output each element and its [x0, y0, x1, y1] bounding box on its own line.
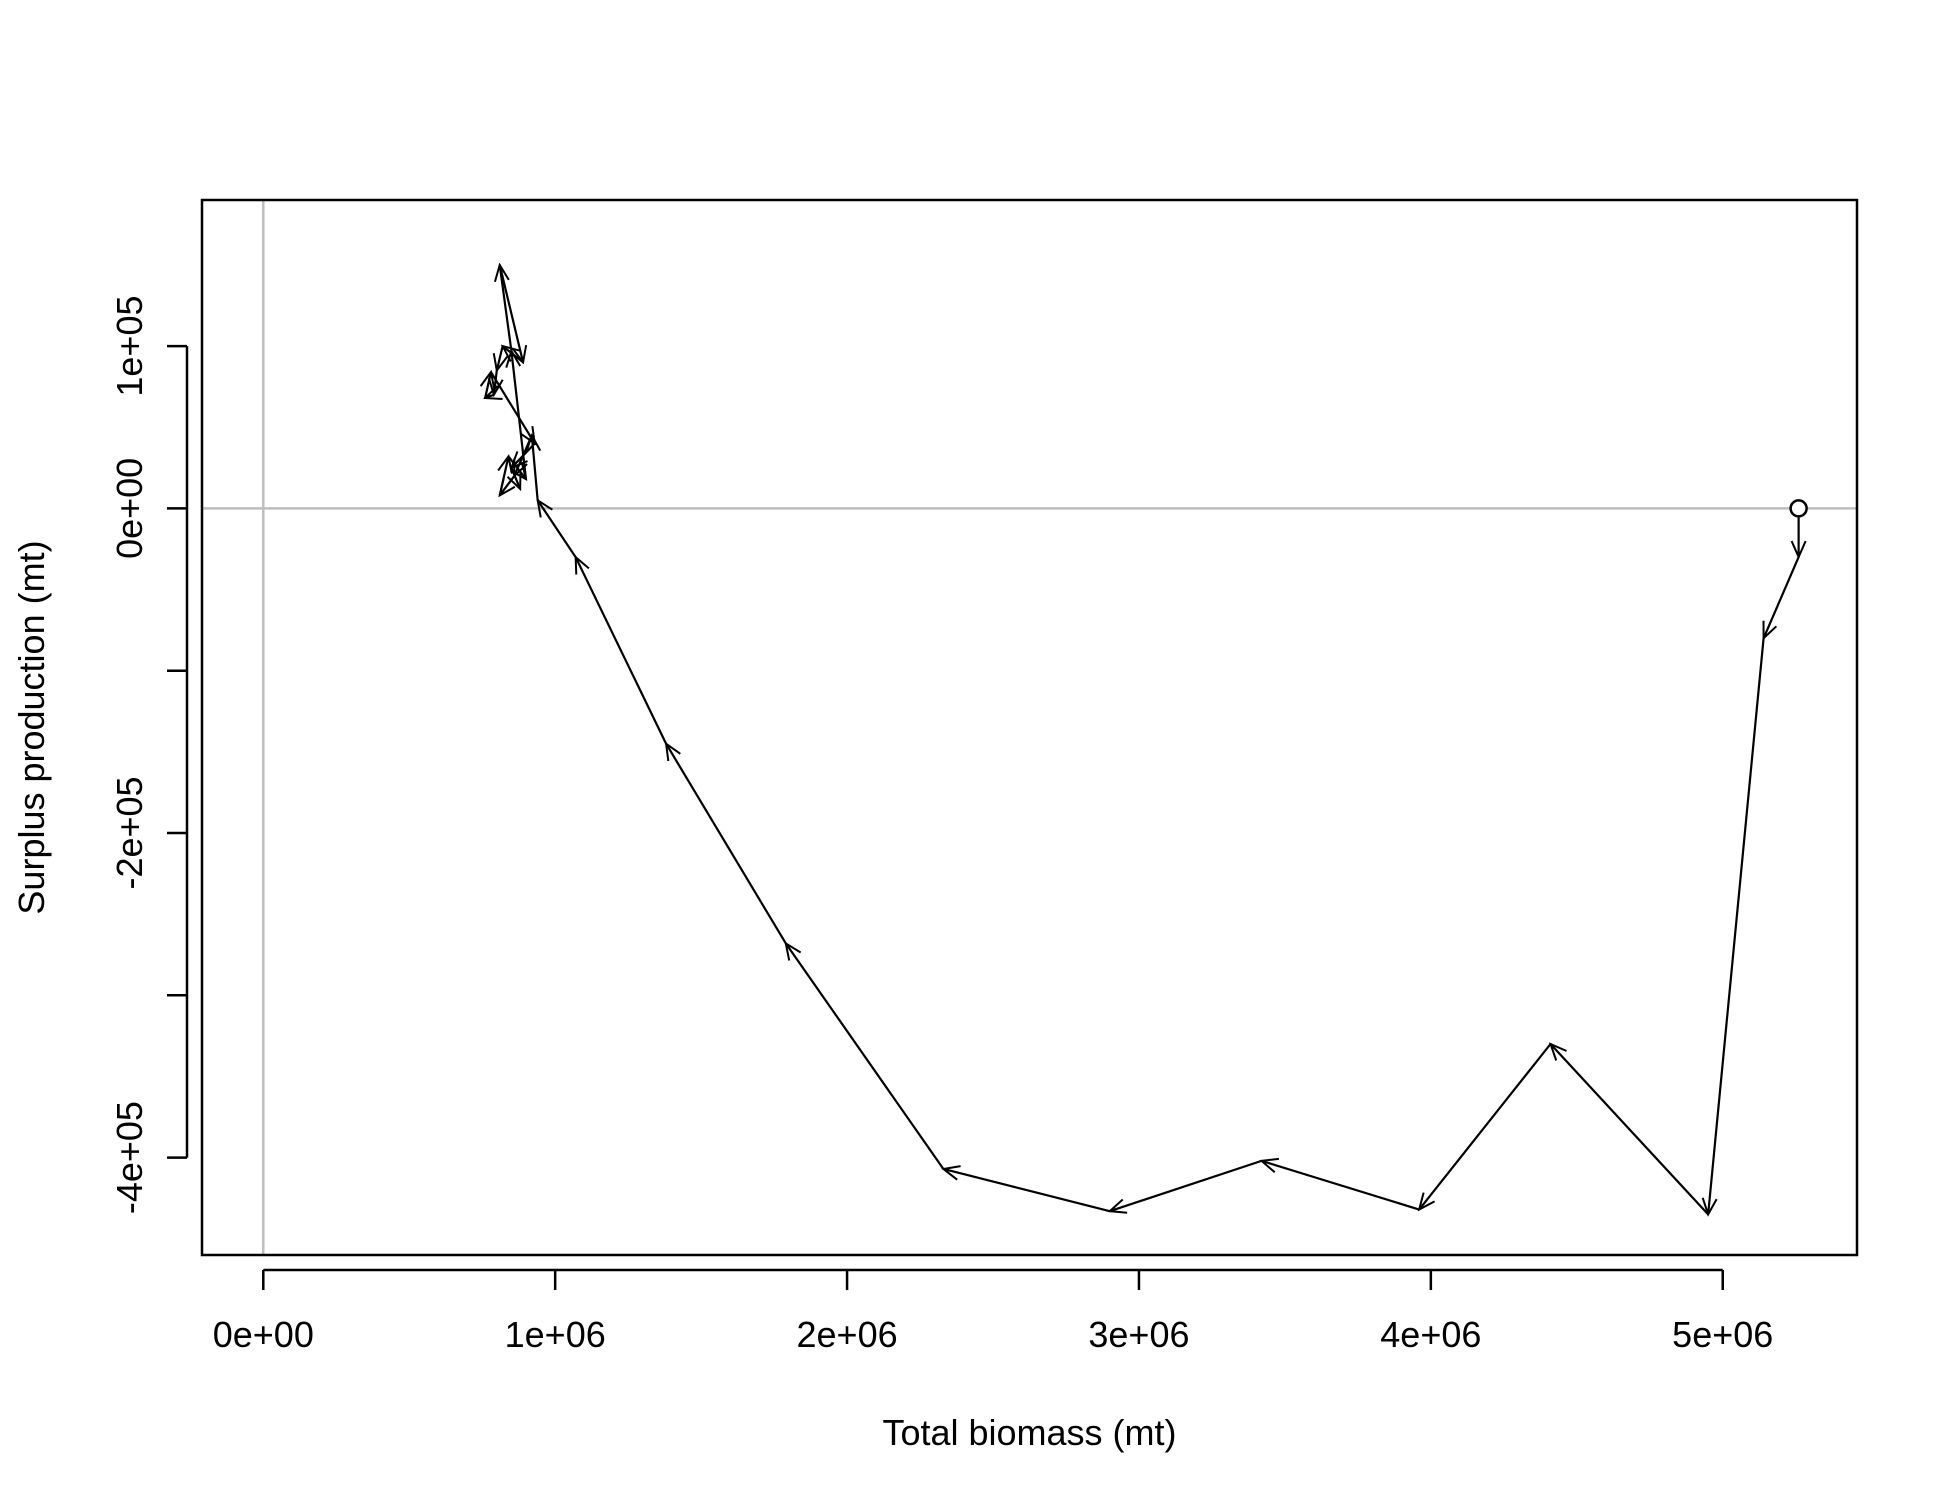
y-tick-label: 0e+00 [109, 458, 150, 559]
trajectory-arrow [576, 557, 668, 745]
y-axis-label: Surplus production (mt) [11, 540, 52, 914]
trajectory-arrow [786, 943, 945, 1170]
trajectory-arrow [943, 1169, 1111, 1213]
trajectory-arrow [1110, 1159, 1262, 1211]
x-tick-label: 4e+06 [1380, 1314, 1481, 1355]
x-axis: 0e+00 1e+06 2e+06 3e+06 4e+06 5e+06 [213, 1268, 1773, 1355]
trajectory-arrow [1708, 638, 1765, 1214]
start-point-marker [1789, 499, 1808, 518]
trajectory-arrow [485, 372, 491, 399]
series-0 [485, 265, 1808, 1216]
series-path [485, 265, 1808, 1216]
trajectory-arrow [500, 456, 509, 496]
trajectory-arrow [538, 500, 577, 558]
trajectory-arrow [503, 346, 524, 364]
y-tick-label: -4e+05 [109, 1101, 150, 1214]
trajectory-arrow [500, 265, 513, 352]
trajectory-arrow [511, 442, 536, 467]
trajectory-arrow [485, 395, 494, 398]
y-tick-label: 1e+05 [109, 296, 150, 397]
x-tick-label: 5e+06 [1672, 1314, 1773, 1355]
x-tick-label: 1e+06 [505, 1314, 606, 1355]
plot-frame [200, 198, 1859, 1257]
trajectory-arrow [497, 345, 503, 370]
trajectory-arrow [1764, 556, 1800, 638]
trajectory-arrow [1419, 1043, 1552, 1210]
y-axis: -4e+05 -2e+05 0e+00 1e+05 [109, 296, 189, 1214]
reference-lines [202, 200, 1857, 1255]
trajectory-arrow [1551, 1044, 1709, 1216]
trajectory-arrow [511, 467, 520, 489]
trajectory-arrow [490, 371, 535, 443]
x-tick-label: 2e+06 [797, 1314, 898, 1355]
x-tick-label: 3e+06 [1088, 1314, 1189, 1355]
trajectory-arrow [1262, 1161, 1420, 1211]
x-axis-label: Total biomass (mt) [882, 1412, 1176, 1453]
x-tick-label: 0e+00 [213, 1314, 314, 1355]
trajectory-arrow [666, 744, 787, 944]
y-tick-label: -2e+05 [109, 776, 150, 889]
